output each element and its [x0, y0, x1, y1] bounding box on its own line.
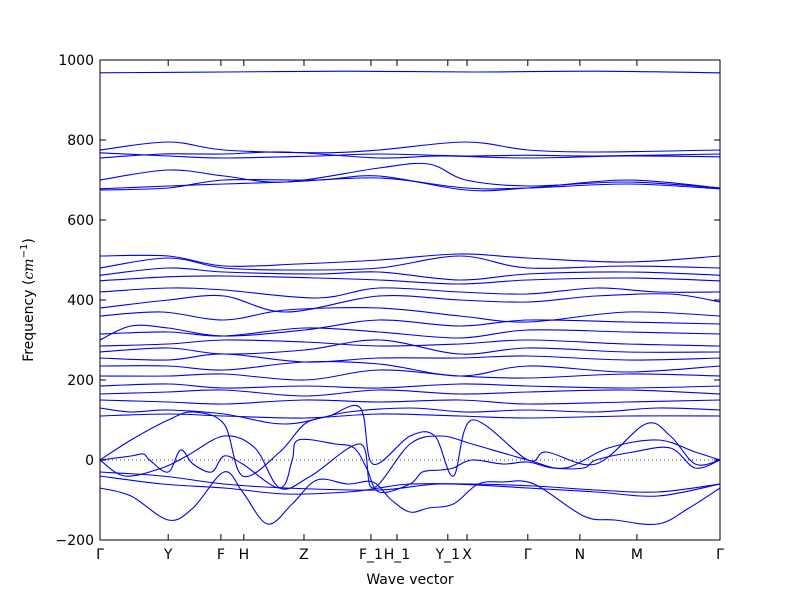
x-tick-label: Y_1 [435, 547, 460, 563]
band-line-15 [99, 319, 721, 341]
x-axis-ticks: Γ Y F H Z F_1 H_1 Y_1 X Γ N M Γ [96, 60, 724, 563]
band-line-11 [99, 275, 721, 285]
y-axis-label-suffix: ) [21, 238, 37, 243]
band-line-29 [99, 438, 721, 494]
y-tick-label: −200 [56, 533, 94, 549]
band-line-10 [99, 267, 721, 281]
band-line-8 [99, 253, 721, 267]
x-tick-label: H [239, 547, 250, 563]
band-line-32 [99, 475, 721, 495]
plot-area [99, 59, 721, 541]
x-tick-label: M [631, 547, 643, 563]
band-line-28 [99, 435, 721, 490]
phonon-bands [99, 70, 721, 526]
x-tick-label: N [575, 547, 585, 563]
y-tick-label: 1000 [58, 53, 94, 69]
band-line-25 [99, 407, 721, 425]
band-line-12 [99, 287, 721, 299]
band-line-24 [99, 399, 721, 405]
band-line-22 [99, 383, 721, 389]
band-line-3 [99, 152, 721, 159]
band-line-16 [99, 327, 721, 339]
band-line-14 [99, 307, 721, 323]
y-tick-label: 600 [67, 213, 94, 229]
x-tick-label: Γ [716, 547, 724, 563]
band-line-13 [99, 293, 721, 313]
y-axis-label-unit: cm [21, 258, 37, 279]
band-line-1 [99, 70, 721, 74]
x-tick-label: F_1 [359, 547, 383, 563]
band-line-18 [99, 339, 721, 355]
y-tick-label: 200 [67, 373, 94, 389]
band-line-20 [99, 361, 721, 377]
y-tick-label: 0 [85, 453, 94, 469]
y-tick-label: 400 [67, 293, 94, 309]
band-line-5 [99, 162, 721, 189]
y-axis-ticks: 1000 800 600 400 200 0 −200 [56, 53, 720, 549]
band-line-21 [99, 369, 721, 381]
band-line-19 [99, 353, 721, 363]
band-line-17 [99, 339, 721, 347]
band-line-7 [99, 175, 721, 192]
band-line-26 [99, 413, 721, 419]
band-line-2 [99, 141, 721, 154]
band-line-30 [99, 471, 721, 526]
band-line-4 [99, 151, 721, 159]
y-axis-label-prefix: Frequency ( [21, 280, 37, 362]
y-axis-label: Frequency (cm−1) [19, 238, 37, 362]
x-tick-label: Γ [524, 547, 532, 563]
x-tick-label: Z [299, 547, 309, 563]
x-tick-label: X [462, 547, 472, 563]
y-axis-label-exponent: −1 [19, 244, 30, 259]
y-tick-label: 800 [67, 133, 94, 149]
x-tick-label: Γ [96, 547, 104, 563]
x-tick-label: Y [163, 547, 173, 563]
band-line-9 [99, 255, 721, 271]
x-axis-label: Wave vector [366, 572, 454, 588]
x-tick-label: H_1 [384, 547, 410, 563]
band-line-31 [99, 471, 721, 497]
band-line-23 [99, 389, 721, 397]
axes-frame [99, 59, 721, 541]
x-tick-label: F [217, 547, 225, 563]
